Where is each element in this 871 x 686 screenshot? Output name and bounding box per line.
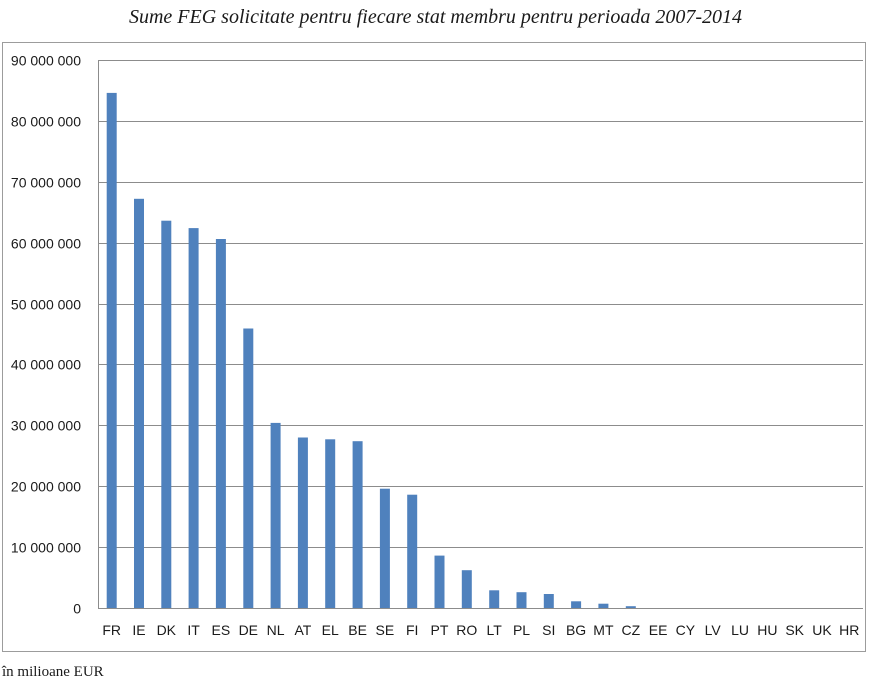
bar-fi [407, 494, 418, 608]
bar-it [188, 228, 199, 608]
y-tick-label: 90 000 000 [11, 53, 81, 69]
x-tick-label: ES [212, 622, 231, 638]
x-tick-label: IT [187, 622, 200, 638]
x-tick-label: BE [348, 622, 367, 638]
x-tick-label: HR [839, 622, 859, 638]
x-tick-label: CY [676, 622, 696, 638]
x-tick-labels: FR IE DK IT ES DE NL AT EL BE SE FI PT RO LT PL SI BG MT CZ… [102, 622, 859, 638]
x-tick-label: SK [785, 622, 804, 638]
bar-ro [461, 570, 472, 608]
x-tick-label: LU [731, 622, 749, 638]
x-tick-label: EE [649, 622, 668, 638]
x-tick-label: LT [487, 622, 503, 638]
bar-cz [625, 606, 636, 608]
x-tick-label: AT [294, 622, 311, 638]
x-tick-label: SI [542, 622, 555, 638]
bar-pt [434, 555, 445, 608]
bar-pl [516, 592, 527, 608]
y-tick-label: 40 000 000 [11, 357, 81, 373]
x-tick-label: PL [513, 622, 530, 638]
y-tick-label: 50 000 000 [11, 297, 81, 313]
chart-title: Sume FEG solicitate pentru fiecare stat … [128, 6, 743, 28]
chart-frame: 0 10 000 000 20 000 000 30 000 000 40 000 00… [2, 42, 866, 652]
x-tick-label: RO [456, 622, 477, 638]
x-tick-label: BG [566, 622, 586, 638]
y-tick-label: 10 000 000 [11, 540, 81, 556]
x-tick-label: FI [406, 622, 418, 638]
x-tick-label: HU [757, 622, 777, 638]
y-tick-labels: 0 10 000 000 20 000 000 30 000 000 40 000 00… [11, 53, 81, 617]
bar-be [352, 441, 363, 608]
gridlines [98, 60, 863, 548]
bar-el [325, 439, 336, 608]
bar-at [297, 437, 308, 608]
x-tick-label: PT [431, 622, 449, 638]
bar-lt [489, 590, 500, 608]
bar-nl [270, 422, 281, 608]
x-tick-label: EL [322, 622, 339, 638]
bar-chart: 0 10 000 000 20 000 000 30 000 000 40 000 00… [11, 53, 863, 638]
x-tick-label: DK [157, 622, 177, 638]
x-tick-label: NL [267, 622, 285, 638]
x-tick-label: DE [239, 622, 258, 638]
y-tick-label: 20 000 000 [11, 479, 81, 495]
y-tick-label: 80 000 000 [11, 114, 81, 130]
bar-se [379, 488, 390, 608]
bar-mt [598, 603, 609, 608]
x-tick-label: LV [705, 622, 722, 638]
x-tick-label: FR [102, 622, 121, 638]
unit-note: în milioane EUR [2, 664, 104, 680]
x-tick-label: MT [593, 622, 614, 638]
bar-dk [161, 220, 172, 608]
y-tick-label: 0 [73, 601, 81, 617]
x-tick-label: UK [812, 622, 832, 638]
x-tick-label: CZ [621, 622, 640, 638]
x-tick-label: IE [132, 622, 145, 638]
x-tick-label: SE [376, 622, 395, 638]
y-tick-label: 60 000 000 [11, 236, 81, 252]
bars [106, 92, 636, 609]
bar-ie [134, 198, 144, 609]
y-tick-label: 70 000 000 [11, 175, 81, 191]
y-tick-label: 30 000 000 [11, 418, 81, 434]
axes [98, 60, 863, 609]
bar-fr [106, 92, 117, 608]
bar-bg [571, 601, 582, 608]
bar-es [215, 239, 226, 608]
bar-si [543, 594, 554, 608]
bar-de [243, 328, 254, 608]
